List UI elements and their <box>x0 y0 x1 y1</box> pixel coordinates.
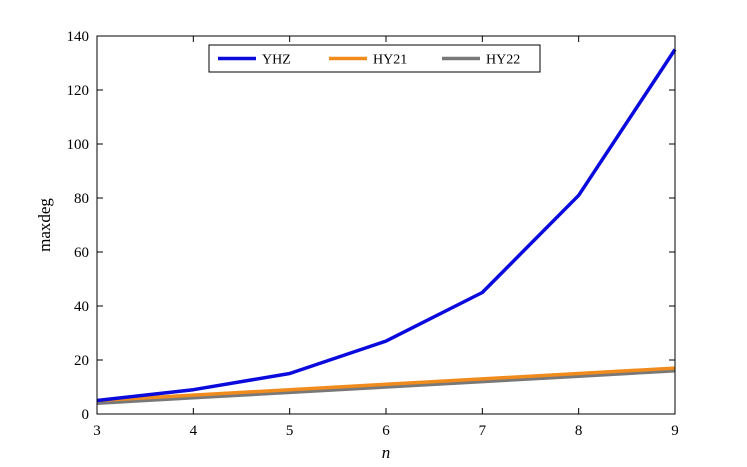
legend: YHZ HY21 HY22 <box>208 44 541 73</box>
series-line-hy22 <box>96 369 676 405</box>
x-axis-ticks: 3 4 5 6 7 8 9 <box>93 36 679 439</box>
y-tick-label: 20 <box>74 353 89 369</box>
legend-label-hy22: HY22 <box>486 53 520 68</box>
y-axis-ticks: 0 20 40 60 80 100 120 140 <box>67 29 675 423</box>
legend-label-yhz: YHZ <box>262 53 291 68</box>
x-tick-label: 3 <box>93 423 101 439</box>
legend-box <box>208 44 541 73</box>
plot-lines <box>96 48 677 405</box>
series-line-hy21 <box>96 366 676 403</box>
x-tick-label: 9 <box>671 423 679 439</box>
y-axis-label: maxdeg <box>35 198 54 252</box>
y-tick-label: 120 <box>67 83 90 99</box>
x-tick-label: 5 <box>286 423 294 439</box>
x-axis-label: n <box>382 443 391 462</box>
axes-box <box>96 35 676 415</box>
x-tick-label: 6 <box>382 423 390 439</box>
y-tick-label: 60 <box>74 245 89 261</box>
y-tick-label: 140 <box>67 29 90 45</box>
legend-label-hy21: HY21 <box>373 53 407 68</box>
x-tick-label: 8 <box>575 423 583 439</box>
y-tick-label: 40 <box>74 299 89 315</box>
x-tick-label: 7 <box>479 423 487 439</box>
y-tick-label: 0 <box>82 407 90 423</box>
y-tick-label: 80 <box>74 191 89 207</box>
series-line-yhz <box>96 48 677 403</box>
y-tick-label: 100 <box>67 137 90 153</box>
x-tick-label: 4 <box>190 423 198 439</box>
